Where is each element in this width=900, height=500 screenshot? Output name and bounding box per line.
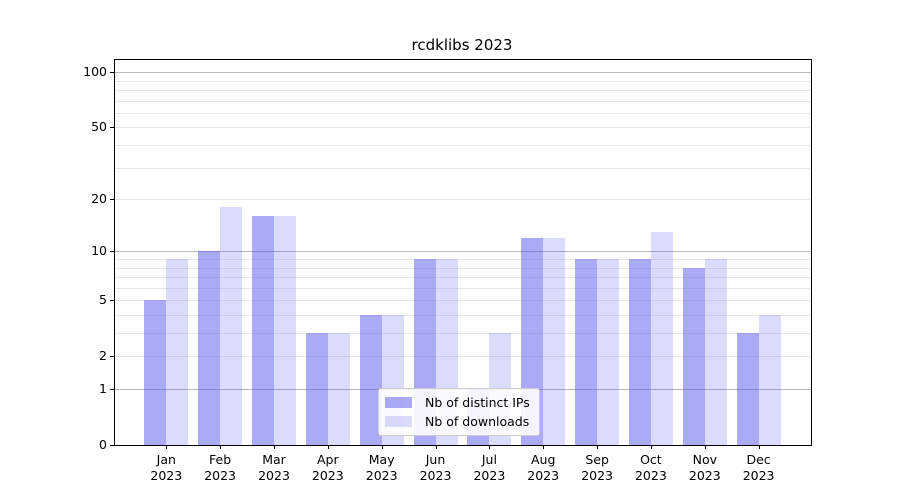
y-tick-mark-0 bbox=[110, 445, 114, 446]
x-tick-mark-sep bbox=[597, 445, 599, 449]
x-tick-mark-nov bbox=[704, 445, 706, 449]
bar-feb-distinct-ips bbox=[198, 251, 221, 445]
gridline-minor-50 bbox=[115, 127, 811, 129]
y-tick-mark-1 bbox=[110, 389, 114, 390]
bar-sep-downloads bbox=[597, 259, 620, 445]
x-tick-mark-jan bbox=[166, 445, 168, 449]
bar-sep-distinct-ips bbox=[575, 259, 598, 445]
x-tick-label-jan: Jan 2023 bbox=[150, 452, 183, 483]
bar-jan-downloads bbox=[166, 259, 189, 445]
y-tick-label-100: 100 bbox=[83, 64, 107, 80]
y-tick-label-1: 1 bbox=[99, 381, 107, 396]
bar-mar-distinct-ips bbox=[252, 216, 274, 445]
legend-swatch-downloads bbox=[385, 416, 412, 427]
x-tick-label-apr: Apr 2023 bbox=[311, 452, 344, 483]
y-tick-label-20: 20 bbox=[91, 191, 107, 207]
bar-aug-downloads bbox=[543, 237, 566, 445]
x-tick-label-nov: Nov 2023 bbox=[688, 452, 721, 483]
y-tick-label-0: 0 bbox=[99, 437, 107, 452]
bar-dec-downloads bbox=[758, 315, 781, 445]
x-tick-label-aug: Aug 2023 bbox=[527, 452, 560, 483]
y-tick-label-50: 50 bbox=[91, 119, 107, 135]
gridline-minor-90 bbox=[115, 80, 811, 82]
gridline-minor-9 bbox=[115, 259, 811, 260]
bar-apr-distinct-ips bbox=[305, 333, 328, 445]
gridline-major-10 bbox=[115, 251, 811, 253]
x-tick-mark-aug bbox=[543, 445, 545, 449]
chart-title: rcdklibs 2023 bbox=[411, 36, 513, 54]
bar-jan-distinct-ips bbox=[144, 300, 167, 445]
x-tick-mark-dec bbox=[758, 445, 760, 449]
x-tick-label-dec: Dec 2023 bbox=[742, 452, 775, 483]
x-tick-mark-mar bbox=[274, 445, 275, 449]
bar-may-distinct-ips bbox=[359, 315, 382, 445]
bar-oct-downloads bbox=[650, 231, 673, 445]
x-tick-mark-apr bbox=[327, 445, 329, 449]
gridline-minor-6 bbox=[115, 287, 811, 289]
legend: Nb of distinct IPs Nb of downloads bbox=[378, 388, 540, 436]
y-tick-mark-20 bbox=[110, 199, 114, 201]
x-tick-label-mar: Mar 2023 bbox=[258, 452, 290, 483]
bar-feb-downloads bbox=[220, 207, 243, 445]
x-tick-mark-jun bbox=[435, 445, 437, 449]
y-tick-label-2: 2 bbox=[99, 348, 107, 364]
legend-swatch-distinct-ips bbox=[385, 397, 412, 408]
x-tick-label-jul: Jul 2023 bbox=[473, 452, 506, 483]
x-tick-label-oct: Oct 2023 bbox=[634, 452, 667, 483]
gridline-minor-80 bbox=[115, 90, 811, 91]
legend-label-distinct-ips: Nb of distinct IPs bbox=[425, 395, 530, 410]
legend-row-distinct-ips: Nb of distinct IPs bbox=[385, 395, 530, 410]
x-tick-mark-jul bbox=[489, 445, 491, 449]
y-tick-label-10: 10 bbox=[91, 243, 107, 259]
x-tick-label-may: May 2023 bbox=[365, 452, 398, 483]
bar-mar-downloads bbox=[274, 216, 296, 445]
gridline-minor-3 bbox=[115, 333, 811, 334]
gridline-minor-2 bbox=[115, 356, 811, 358]
x-tick-label-feb: Feb 2023 bbox=[204, 452, 236, 483]
gridline-major-100 bbox=[115, 72, 811, 74]
x-tick-label-sep: Sep 2023 bbox=[581, 452, 613, 483]
gridline-minor-40 bbox=[115, 145, 811, 146]
y-tick-mark-2 bbox=[110, 356, 114, 358]
bar-dec-distinct-ips bbox=[736, 333, 759, 445]
gridline-minor-5 bbox=[115, 300, 811, 302]
bar-nov-downloads bbox=[704, 259, 727, 445]
x-tick-mark-may bbox=[381, 445, 383, 449]
gridline-minor-8 bbox=[115, 267, 811, 269]
plot-area: 0 1 2 5 10 20 50 100 Jan 2023 Feb 2023 Mar 2023 Ap… bbox=[83, 59, 812, 483]
bar-nov-distinct-ips bbox=[682, 267, 705, 445]
y-tick-mark-10 bbox=[110, 251, 114, 253]
y-tick-label-5: 5 bbox=[99, 292, 107, 308]
legend-label-downloads: Nb of downloads bbox=[425, 414, 530, 429]
gridline-minor-60 bbox=[115, 112, 811, 114]
legend-row-downloads: Nb of downloads bbox=[385, 414, 530, 429]
y-tick-mark-5 bbox=[110, 300, 114, 302]
bar-oct-distinct-ips bbox=[628, 259, 651, 445]
x-tick-mark-feb bbox=[220, 445, 222, 449]
gridline-minor-4 bbox=[115, 315, 811, 316]
y-tick-mark-50 bbox=[110, 127, 114, 129]
x-tick-label-jun: Jun 2023 bbox=[419, 452, 452, 483]
gridline-minor-20 bbox=[115, 199, 811, 201]
gridline-minor-30 bbox=[115, 167, 811, 169]
y-tick-mark-100 bbox=[110, 72, 114, 74]
bar-apr-downloads bbox=[327, 333, 350, 445]
gridline-minor-70 bbox=[115, 100, 811, 102]
gridline-minor-7 bbox=[115, 277, 811, 278]
x-tick-mark-oct bbox=[650, 445, 652, 449]
